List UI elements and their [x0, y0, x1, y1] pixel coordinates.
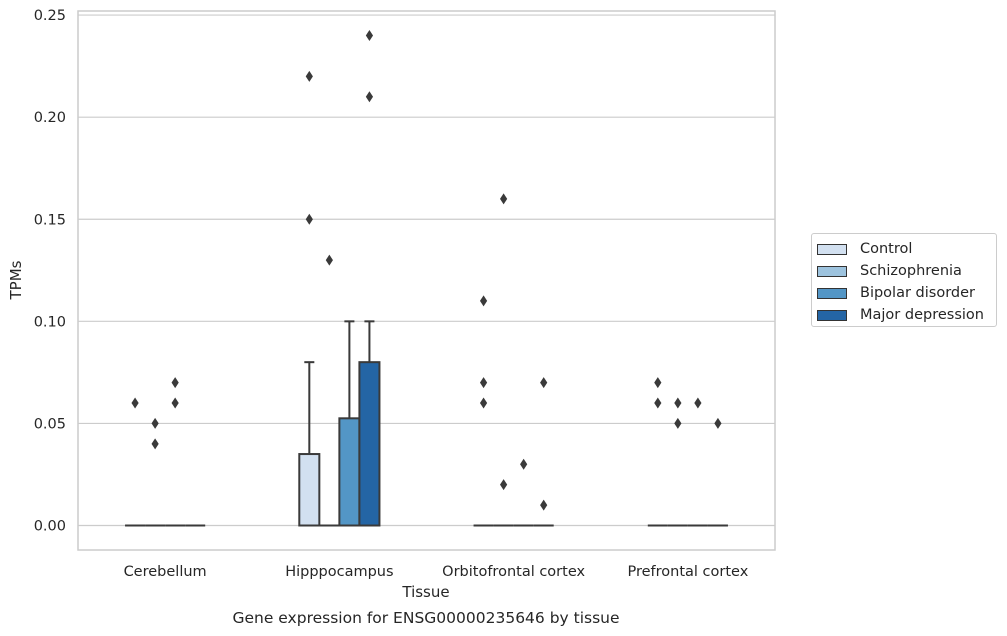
x-tick-labels: Cerebellum Hipppocampus Orbitofrontal cort…	[124, 564, 749, 580]
outlier-point	[325, 254, 333, 266]
outlier-point	[540, 499, 548, 511]
outlier-point	[171, 377, 179, 389]
legend-item: Schizophrenia	[812, 260, 996, 282]
outlier-points	[131, 30, 722, 511]
y-tick-labels: 0.00 0.05 0.10 0.15 0.20 0.25	[34, 8, 66, 534]
legend-label: Control	[860, 241, 913, 257]
y-tick-label: 0.15	[34, 212, 66, 228]
outlier-point	[305, 70, 313, 82]
y-tick-label: 0.20	[34, 110, 66, 126]
outlier-point	[479, 397, 488, 409]
y-tick-label: 0.25	[34, 8, 66, 24]
outlier-point	[654, 377, 662, 389]
y-tick-label: 0.00	[34, 519, 66, 535]
x-tick-label: Cerebellum	[124, 564, 207, 580]
outlier-point	[305, 213, 313, 225]
legend-label: Bipolar disorder	[860, 285, 975, 301]
outlier-point	[131, 397, 139, 409]
outlier-point	[365, 91, 374, 103]
outlier-point	[674, 397, 682, 409]
x-tick-label: Hipppocampus	[285, 564, 393, 580]
outlier-point	[365, 30, 374, 41]
x-tick-label: Orbitofrontal cortex	[442, 564, 585, 580]
legend: Control Schizophrenia Bipolar disorder Majo…	[811, 233, 997, 327]
chart-caption: Gene expression for ENSG00000235646 by t…	[232, 609, 619, 627]
legend-swatch	[817, 287, 847, 299]
legend-item: Control	[812, 238, 996, 260]
box-control	[298, 361, 321, 527]
legend-label: Schizophrenia	[860, 263, 962, 279]
outlier-point	[171, 397, 179, 409]
outlier-point	[500, 193, 508, 205]
outlier-point	[500, 479, 508, 491]
outlier-point	[151, 417, 159, 429]
legend-swatch	[817, 243, 847, 255]
x-tick-label: Prefrontal cortex	[627, 564, 748, 580]
outlier-point	[520, 458, 528, 470]
legend-item: Major depression	[812, 304, 996, 326]
outlier-point	[151, 438, 159, 450]
outlier-point	[694, 397, 702, 409]
legend-swatch	[817, 309, 847, 321]
y-axis-label: TPMs	[7, 260, 25, 300]
x-axis-label: Tissue	[401, 583, 449, 601]
outlier-point	[479, 295, 488, 307]
box-major-depression	[358, 320, 381, 527]
outlier-point	[479, 377, 488, 389]
legend-swatch	[817, 265, 847, 277]
y-tick-label: 0.10	[34, 314, 66, 330]
legend-label: Major depression	[860, 307, 984, 323]
boxes	[125, 320, 728, 527]
box-bipolar-disorder	[338, 320, 361, 527]
outlier-point	[654, 397, 662, 409]
legend-item: Bipolar disorder	[812, 282, 996, 304]
outlier-point	[540, 377, 548, 389]
plot-area	[77, 10, 776, 551]
y-tick-label: 0.05	[34, 416, 66, 432]
outlier-point	[674, 417, 682, 429]
outlier-point	[714, 417, 722, 429]
